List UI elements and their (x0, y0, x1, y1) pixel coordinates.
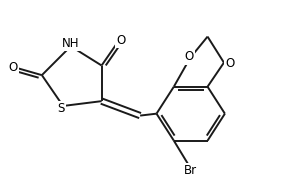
Text: S: S (57, 102, 65, 115)
Text: O: O (116, 34, 125, 47)
Text: NH: NH (62, 37, 79, 50)
Text: O: O (225, 57, 234, 70)
Text: O: O (185, 50, 194, 63)
Text: O: O (8, 61, 18, 74)
Text: Br: Br (184, 164, 197, 177)
